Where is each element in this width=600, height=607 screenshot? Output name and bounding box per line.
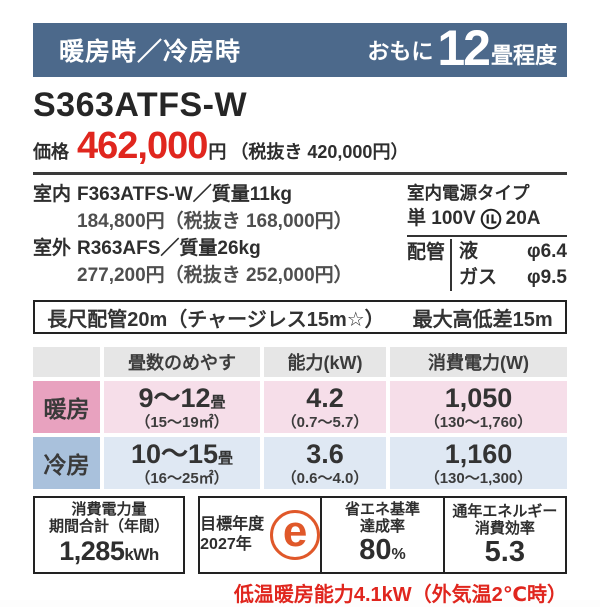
heating-tatami-value: 9～12畳 <box>138 382 226 413</box>
outdoor-label: 室外 <box>33 238 72 259</box>
apf-cell: 通年エネルギー 消費効率 5.3 <box>442 498 565 572</box>
target-year-cell: 目標年度 2027年 e <box>200 498 321 572</box>
power-amperage: 20A <box>505 208 541 229</box>
heating-capacity-range: （0.7～5.7） <box>281 413 369 431</box>
piping-label: 配管 <box>407 242 446 263</box>
piping-vertical-divider <box>450 239 453 291</box>
long-piping-note: 長尺配管20m（チャージレス15m☆） 最大高低差15m <box>33 300 567 334</box>
room-size-prefix: おもに <box>367 39 434 64</box>
price-label: 価格 <box>33 142 69 162</box>
energy-saving-e-icon: e <box>270 510 321 560</box>
room-size-number: 12 <box>437 20 491 76</box>
header-bar: 暖房時／冷房時 おもに 12 畳程度 <box>33 23 567 77</box>
heating-capacity-value: 4.2 <box>306 382 344 413</box>
long-piping-text: 長尺配管20m（チャージレス15m☆） <box>47 308 385 331</box>
low-temp-heating-note: 低温暖房能力4.1kW（外気温2℃時） <box>233 584 567 606</box>
price-tax-note: （税抜き 420,000円） <box>230 142 409 162</box>
power-spec-line: 単 100V 20A <box>407 205 567 232</box>
model-number: S363ATFS-W <box>33 86 248 124</box>
price-unit: 円 <box>208 142 227 162</box>
plug-type-icon <box>480 208 502 230</box>
apf-title-line1: 通年エネルギー <box>452 503 558 520</box>
piping-block: 配管 液 φ6.4 ガス φ9.5 <box>407 239 567 291</box>
piping-rows: 液 φ6.4 ガス φ9.5 <box>459 239 567 291</box>
indoor-unit-line: 室内 F363ATFS-W／質量11kg <box>33 181 407 208</box>
apf-value: 5.3 <box>484 536 525 568</box>
cooling-power-cell: 1,160 （130～1,300） <box>390 437 567 489</box>
table-header-tatami: 畳数のめやす <box>104 347 260 377</box>
indoor-price: 184,800円（税抜き 168,000円） <box>77 211 353 232</box>
annual-consumption-box: 消費電力量 期間合計（年間） 1,285kWh <box>33 496 185 574</box>
power-voltage: 単 100V <box>407 208 476 229</box>
annual-title-line1: 消費電力量 <box>71 501 147 518</box>
cooling-tatami-value: 10～15畳 <box>130 438 234 469</box>
piping-row-gas: ガス φ9.5 <box>459 265 567 291</box>
heating-row-label: 暖房 <box>33 381 100 433</box>
cooling-capacity-range: （0.6～4.0） <box>281 469 369 487</box>
mode-label: 暖房時／冷房時 <box>59 38 242 66</box>
power-type-title: 室内電源タイプ <box>407 183 530 203</box>
power-piping-panel: 室内電源タイプ 単 100V 20A 配管 <box>407 181 567 291</box>
target-year-text: 目標年度 2027年 <box>200 516 265 553</box>
cooling-capacity-cell: 3.6 （0.6～4.0） <box>264 437 386 489</box>
price-amount: 462,000 <box>77 125 208 167</box>
cooling-power-value: 1,160 <box>444 438 513 469</box>
outdoor-price: 277,200円（税抜き 252,000円） <box>77 265 353 286</box>
piping-gas-name: ガス <box>459 267 498 288</box>
standard-title-line1: 省エネ基準 <box>344 501 420 518</box>
energy-label-box: 目標年度 2027年 e 省エネ基準 達成率 80% 通年エネルギー 消費効率 … <box>198 496 567 574</box>
table-header-blank <box>33 347 100 377</box>
heating-tatami-cell: 9～12畳 （15～19㎡） <box>104 381 260 433</box>
cooling-row-label: 冷房 <box>33 437 100 489</box>
piping-liquid-size: φ6.4 <box>526 241 567 262</box>
max-height-diff-text: 最大高低差15m <box>412 308 553 331</box>
cooling-tatami-cell: 10～15畳 （16～25㎡） <box>104 437 260 489</box>
divider-rule <box>33 172 567 175</box>
capacity-table: 畳数のめやす 能力(kW) 消費電力(W) 暖房 9～12畳 （15～19㎡） … <box>33 347 567 489</box>
table-header-power: 消費電力(W) <box>390 347 567 377</box>
price-row: 価格 462,000 円 （税抜き 420,000円） <box>33 125 567 167</box>
power-piping-divider <box>407 235 567 237</box>
cooling-tatami-range: （16～25㎡） <box>135 469 229 487</box>
unit-spec-left: 室内 F363ATFS-W／質量11kg 184,800円（税抜き 168,00… <box>33 181 407 291</box>
heating-power-range: （130～1,760） <box>424 413 533 431</box>
piping-gas-size: φ9.5 <box>526 267 567 288</box>
heating-tatami-range: （15～19㎡） <box>135 413 229 431</box>
piping-liquid-name: 液 <box>459 241 479 262</box>
annual-value: 1,285kWh <box>59 536 159 566</box>
room-size-suffix: 畳程度 <box>490 43 557 68</box>
standard-achievement-cell: 省エネ基準 達成率 80% <box>320 498 442 572</box>
room-size-badge: おもに 12 畳程度 <box>367 23 557 73</box>
heating-power-cell: 1,050 （130～1,760） <box>390 381 567 433</box>
indoor-spec: F363ATFS-W／質量11kg <box>77 184 293 205</box>
unit-spec-section: 室内 F363ATFS-W／質量11kg 184,800円（税抜き 168,00… <box>33 181 567 291</box>
indoor-label: 室内 <box>33 184 72 205</box>
cooling-power-range: （130～1,300） <box>424 469 533 487</box>
cooling-capacity-value: 3.6 <box>306 438 344 469</box>
apf-title-line2: 消費効率 <box>474 520 535 537</box>
piping-row-liquid: 液 φ6.4 <box>459 239 567 265</box>
table-header-capacity: 能力(kW) <box>264 347 386 377</box>
standard-value: 80% <box>359 534 406 566</box>
heating-power-value: 1,050 <box>444 382 513 413</box>
heating-capacity-cell: 4.2 （0.7～5.7） <box>264 381 386 433</box>
outdoor-spec: R363AFS／質量26kg <box>77 238 261 259</box>
standard-title-line2: 達成率 <box>359 518 405 535</box>
outdoor-unit-line: 室外 R363AFS／質量26kg <box>33 235 407 262</box>
energy-row: 消費電力量 期間合計（年間） 1,285kWh 目標年度 2027年 e 省エネ… <box>33 496 567 574</box>
annual-title-line2: 期間合計（年間） <box>48 518 169 535</box>
